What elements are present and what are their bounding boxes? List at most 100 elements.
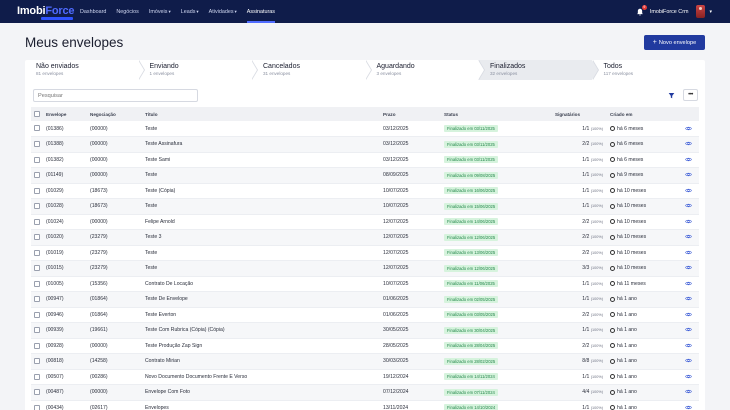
tab-3[interactable]: Aguardando 3 envelopes [365, 60, 485, 80]
view-button[interactable] [675, 338, 699, 354]
row-checkbox[interactable] [31, 136, 43, 153]
nav-item-4[interactable]: Atividades ▾ [209, 0, 237, 23]
view-button[interactable] [675, 276, 699, 292]
table-row[interactable]: (01149) (00000) Teste 08/09/2025 Finalizado … [31, 167, 699, 184]
column-header[interactable]: Criado em [607, 107, 675, 121]
view-button[interactable] [675, 229, 699, 246]
table-row[interactable]: (00947) (01864) Teste De Envelope 01/06/202… [31, 291, 699, 308]
new-envelope-button[interactable]: + Novo envelope [644, 35, 705, 50]
user-name[interactable]: ImobiForce Crm [649, 8, 689, 15]
table-row[interactable]: (01386) (00000) Teste 03/12/2025 Finalizado … [31, 121, 699, 137]
table-row[interactable]: (01029) (18673) Teste (Cópia) 10/07/2025 Fin… [31, 183, 699, 199]
table-row[interactable]: (00946) (01864) Teste Everton 01/06/2025 Fin… [31, 307, 699, 323]
view-button[interactable] [675, 260, 699, 277]
view-button[interactable] [675, 384, 699, 401]
view-button[interactable] [675, 136, 699, 153]
row-checkbox[interactable] [31, 276, 43, 292]
row-checkbox[interactable] [31, 291, 43, 308]
row-checkbox[interactable] [31, 338, 43, 354]
row-checkbox[interactable] [31, 121, 43, 137]
row-checkbox[interactable] [31, 260, 43, 277]
row-checkbox[interactable] [31, 353, 43, 370]
table-row[interactable]: (01015) (23279) Teste 12/07/2025 Finalizado … [31, 260, 699, 277]
table-row[interactable]: (00928) (00000) Teste Produção Zap Sign 28/… [31, 338, 699, 354]
table-row[interactable]: (01005) (15356) Contrato De Locação 10/07/2… [31, 276, 699, 292]
deadline: 12/07/2025 [380, 229, 441, 246]
row-checkbox[interactable] [31, 167, 43, 184]
envelope-title: Teste [142, 167, 380, 184]
column-header[interactable]: Envelope [43, 107, 87, 121]
eye-icon [685, 173, 692, 177]
table-row[interactable]: (01388) (00000) Teste Assinafura 03/12/2025… [31, 136, 699, 153]
nav-item-label: Negócios [116, 8, 139, 15]
view-button[interactable] [675, 198, 699, 215]
table-row[interactable]: (01019) (23279) Teste 12/07/2025 Finalizado … [31, 245, 699, 261]
table-row[interactable]: (00434) (02617) Envelopes 13/11/2024 Finaliz… [31, 400, 699, 410]
row-checkbox[interactable] [31, 400, 43, 410]
view-button[interactable] [675, 214, 699, 230]
plus-icon: + [652, 39, 657, 46]
table-row[interactable]: (01382) (00000) Teste Sami 03/12/2025 Finali… [31, 152, 699, 168]
column-header[interactable]: Negociação [87, 107, 142, 121]
table-row[interactable]: (01020) (23279) Teste 3 12/07/2025 Finalizad… [31, 229, 699, 246]
table-row[interactable]: (01028) (18673) Teste 10/07/2025 Finalizado … [31, 198, 699, 215]
row-checkbox[interactable] [31, 229, 43, 246]
row-checkbox[interactable] [31, 369, 43, 385]
row-checkbox[interactable] [31, 214, 43, 230]
nav-item-0[interactable]: Dashboard [80, 0, 106, 23]
filter-icon[interactable] [668, 92, 675, 99]
view-button[interactable] [675, 245, 699, 261]
view-button[interactable] [675, 167, 699, 184]
view-button[interactable] [675, 152, 699, 168]
row-checkbox[interactable] [31, 183, 43, 199]
envelope-title: Teste De Envelope [142, 291, 380, 308]
table-row[interactable]: (00818) (14258) Contrato Mirian 30/03/2025 F… [31, 353, 699, 370]
view-button[interactable] [675, 307, 699, 323]
row-checkbox[interactable] [31, 307, 43, 323]
column-header[interactable]: Título [142, 107, 380, 121]
view-button[interactable] [675, 353, 699, 370]
eye-icon [685, 266, 692, 270]
nav-item-3[interactable]: Leads ▾ [181, 0, 199, 23]
view-button[interactable] [675, 291, 699, 308]
row-checkbox[interactable] [31, 152, 43, 168]
column-header[interactable]: Signatários [552, 107, 607, 121]
deadline: 30/05/2025 [380, 322, 441, 339]
tab-2[interactable]: Cancelados 31 envelopes [251, 60, 372, 80]
negociacao-id: (15356) [87, 276, 142, 292]
select-all-checkbox[interactable] [31, 107, 43, 121]
avatar[interactable] [696, 5, 706, 18]
view-button[interactable] [675, 322, 699, 339]
row-checkbox[interactable] [31, 245, 43, 261]
row-checkbox[interactable] [31, 384, 43, 401]
column-header[interactable]: Prazo [380, 107, 441, 121]
nav-item-1[interactable]: Negócios [116, 0, 138, 23]
envelope-title: Contrato De Locação [142, 276, 380, 292]
row-checkbox[interactable] [31, 198, 43, 215]
row-checkbox[interactable] [31, 322, 43, 339]
imobiforce-logo[interactable]: ImobiForce [17, 3, 75, 21]
tab-1[interactable]: Enviando 1 envelopes [138, 60, 258, 80]
view-button[interactable] [675, 369, 699, 385]
table-row[interactable]: (00487) (00000) Envelope Com Foto 07/12/202… [31, 384, 699, 401]
negociacao-id: (01864) [87, 291, 142, 308]
tab-4[interactable]: Finalizados 32 envelopes [478, 60, 599, 80]
view-button[interactable] [675, 400, 699, 410]
eye-icon [685, 157, 692, 161]
more-options-button[interactable]: ••• [683, 89, 698, 101]
tab-0[interactable]: Não enviados 81 envelopes [25, 60, 145, 80]
table-row[interactable]: (00939) (19661) Teste Com Rubrica (Cópia) … [31, 322, 699, 339]
bell-icon[interactable]: 9 [636, 4, 647, 16]
view-button[interactable] [675, 121, 699, 137]
created-at: há 10 meses [617, 265, 647, 272]
nav-item-5[interactable]: Assinaturas [246, 0, 276, 23]
column-header[interactable]: Status [441, 107, 552, 121]
envelope-title: Teste Assinafura [142, 136, 380, 153]
chevron-down-icon[interactable]: ▾ [709, 8, 712, 15]
table-row[interactable]: (00507) (00286) Novo Documento Documento F… [31, 369, 699, 385]
nav-item-2[interactable]: Imóveis ▾ [149, 0, 171, 23]
view-button[interactable] [675, 183, 699, 199]
search-input[interactable] [33, 89, 198, 102]
table-row[interactable]: (01024) (00000) Felipe Arnold 12/07/2025 Fin… [31, 214, 699, 230]
tab-5[interactable]: Todos 117 envelopes [592, 60, 706, 80]
